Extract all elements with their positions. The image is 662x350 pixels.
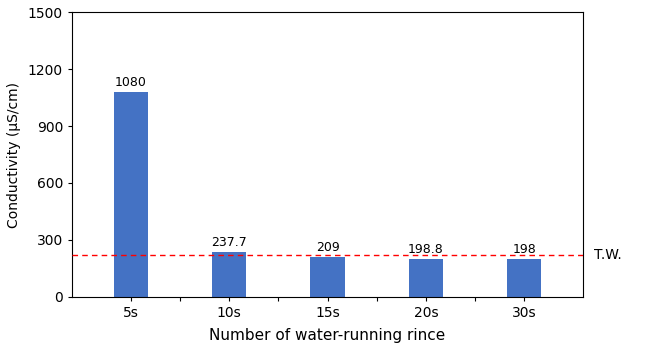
- Text: 198: 198: [512, 243, 536, 256]
- Text: 209: 209: [316, 241, 340, 254]
- Bar: [114, 92, 148, 297]
- Text: T.W.: T.W.: [594, 248, 622, 262]
- Bar: [507, 259, 542, 297]
- Bar: [212, 252, 246, 297]
- Bar: [310, 257, 345, 297]
- Text: 237.7: 237.7: [211, 236, 247, 249]
- Bar: [408, 259, 443, 297]
- Y-axis label: Conductivity (μS/cm): Conductivity (μS/cm): [7, 82, 21, 228]
- Text: 198.8: 198.8: [408, 243, 444, 256]
- X-axis label: Number of water-running rince: Number of water-running rince: [209, 328, 446, 343]
- Text: 1080: 1080: [115, 76, 147, 89]
